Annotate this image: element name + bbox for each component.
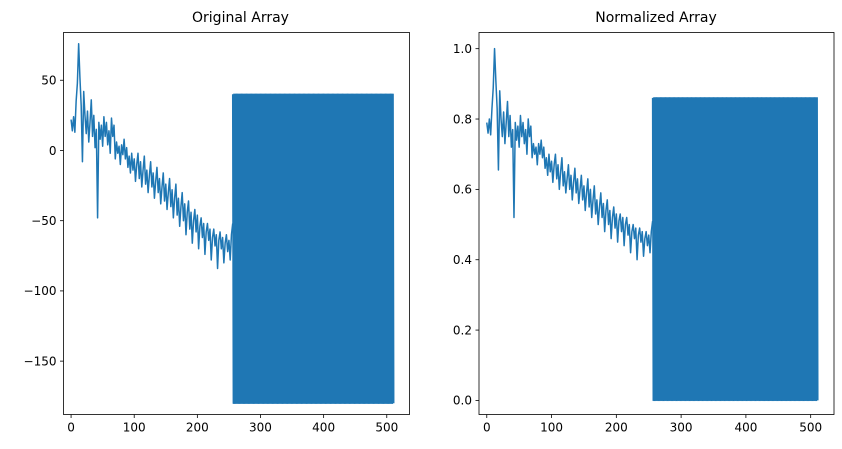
y-tick-label: 0.4: [453, 253, 472, 267]
x-tick-label: 300: [249, 421, 272, 435]
x-tick-label: 300: [670, 421, 693, 435]
y-tick-label: 0.8: [453, 112, 472, 126]
series-line-normalized-oscillation: [651, 97, 819, 402]
chart-title-normalized: Normalized Array: [595, 10, 717, 26]
series-line-normalized-trend: [486, 47, 654, 261]
series-line-original-oscillation: [231, 93, 395, 405]
y-tick-label: 1.0: [453, 42, 472, 56]
y-tick-label: 0.2: [453, 323, 472, 337]
chart-title-original: Original Array: [192, 10, 289, 26]
y-tick-label: 0.6: [453, 183, 472, 197]
y-tick-label: −50: [31, 214, 56, 228]
y-tick-label: −150: [24, 354, 57, 368]
y-tick-label: 0: [49, 144, 57, 158]
x-tick-label: 100: [123, 421, 146, 435]
x-tick-label: 500: [799, 421, 822, 435]
x-tick-label: 0: [67, 421, 75, 435]
y-tick-label: 50: [41, 74, 56, 88]
x-tick-label: 400: [734, 421, 757, 435]
x-tick-label: 100: [540, 421, 563, 435]
x-tick-label: 200: [605, 421, 628, 435]
x-tick-label: 0: [483, 421, 491, 435]
series-line-original-trend: [70, 42, 234, 270]
x-tick-label: 500: [375, 421, 398, 435]
y-tick-label: 0.0: [453, 394, 472, 408]
x-tick-label: 200: [186, 421, 209, 435]
y-tick-label: −100: [24, 284, 57, 298]
plot-frame-original: [63, 32, 410, 415]
x-tick-label: 400: [312, 421, 335, 435]
plot-frame-normalized: [478, 32, 835, 415]
chart-normalized-array: 0 100 200 300 400 500 1.0 0.8 0.6 0.4 0.2 0.0 Normal…: [453, 10, 835, 435]
